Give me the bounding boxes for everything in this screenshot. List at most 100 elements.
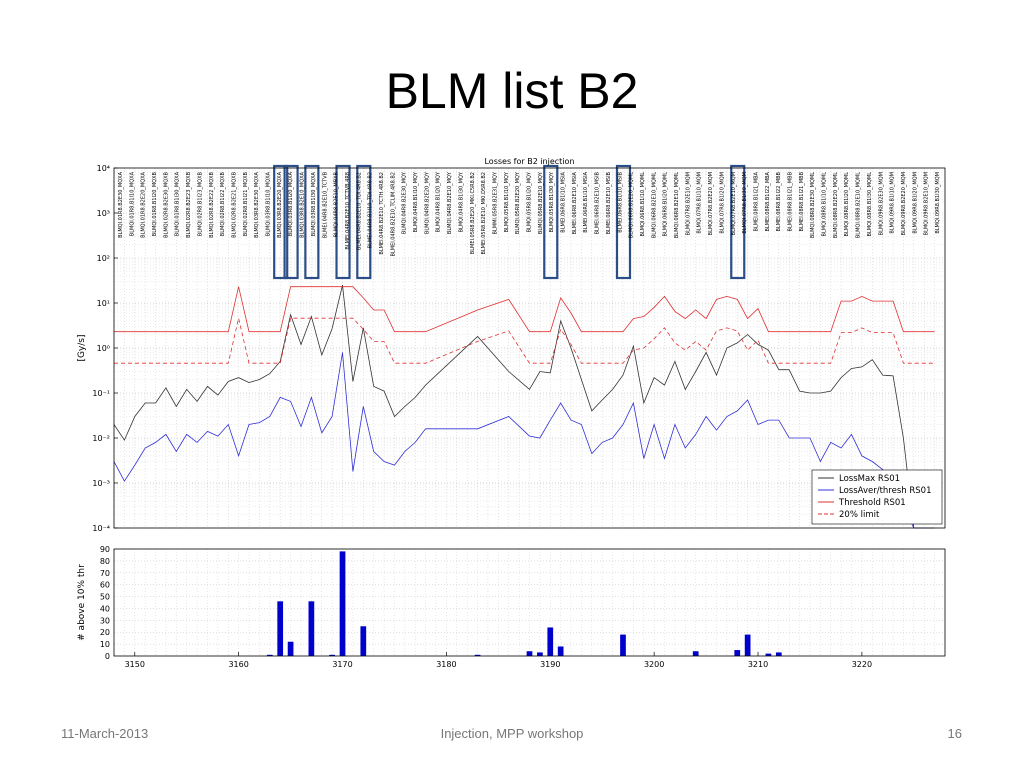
monitor-label: BLMQI.06R8.B2E20_MQML bbox=[629, 172, 635, 238]
monitor-label: BLMEI.06R8.B1I10_MSIA bbox=[583, 171, 589, 232]
monitor-label: BLMEI.04R8.B1I10_TDI.4R8.B2 bbox=[368, 172, 374, 248]
bar-plot-frame bbox=[113, 548, 946, 657]
monitor-label: BLMEI.08R8.B1I21_MBB bbox=[799, 171, 805, 231]
monitor-label: BLMEI.08R8.B1I22_MBA bbox=[765, 171, 771, 231]
page-number: 16 bbox=[947, 726, 962, 741]
bar bbox=[308, 601, 315, 656]
bar-y-tick-label: 0 bbox=[105, 652, 110, 661]
bar-y-tick-label: 10 bbox=[100, 640, 110, 649]
monitor-label: BLMQI.02R8.B2E30_MQXB bbox=[163, 171, 169, 237]
monitor-label: BLMQI.03R8.B1I20_MQXA bbox=[288, 171, 294, 236]
footer-date: 11-March-2013 bbox=[61, 726, 149, 741]
bar bbox=[526, 651, 533, 656]
monitor-label: BLMQI.04R8.B2E10_MBXB bbox=[334, 171, 340, 237]
monitor-label: BLMQI.04R8.B2E20_MQY bbox=[424, 171, 430, 234]
monitor-label: BLMQI.08R8.B2E30_MQML bbox=[810, 172, 816, 238]
slide-title: BLM list B2 bbox=[385, 63, 639, 119]
monitor-label: BLMQI.09R8.B2E10_MQM bbox=[924, 172, 930, 235]
monitor-label: BLMQI.04R8.B1I20_MQY bbox=[436, 171, 442, 232]
bar bbox=[775, 652, 782, 656]
monitor-label: BLMQI.07R8.B2E10_MQM bbox=[731, 172, 737, 235]
bar-x-tick-label: 3200 bbox=[644, 660, 664, 669]
legend-label: 20% limit bbox=[839, 510, 880, 520]
loss-y-tick-label: 10¹ bbox=[97, 299, 110, 308]
monitor-label: BLMQI.08R8.B1I10_MQML bbox=[822, 172, 828, 237]
loss-y-tick-label: 10³ bbox=[97, 209, 110, 218]
monitor-label: BLMQI.09R8.B1I10_MQM bbox=[890, 172, 896, 234]
monitor-label: BLMQI.01R8.B2E20_MQXA bbox=[141, 171, 147, 237]
bar-x-tick-label: 3160 bbox=[228, 660, 248, 669]
monitor-label: BLMQI.09R8.B2E20_MQM bbox=[901, 172, 907, 235]
loss-chart-title: Losses for B2 injection bbox=[484, 157, 574, 166]
loss-y-tick-label: 10⁻⁴ bbox=[92, 524, 110, 533]
bar-x-tick-label: 3170 bbox=[332, 660, 352, 669]
bar-y-tick-label: 40 bbox=[100, 604, 110, 613]
loss-y-tick-label: 10⁻² bbox=[92, 434, 110, 443]
series-line-1 bbox=[113, 352, 935, 529]
legend-label: LossAver/thresh RS01 bbox=[839, 486, 931, 496]
monitor-label: BLMEI.06R8.B2E10_MSIB bbox=[606, 171, 612, 234]
bar bbox=[474, 654, 481, 656]
loss-y-tick-label: 10⁰ bbox=[97, 344, 110, 353]
legend-label: Threshold RS01 bbox=[838, 498, 906, 508]
monitor-label: BLMQI.03R8.B2E20_MQXA bbox=[277, 171, 283, 237]
bar-plot-area bbox=[114, 549, 945, 656]
monitor-label: BLMQI.08R8.B2E10_MQML bbox=[856, 172, 862, 238]
monitor-label: BLMQI.01R8.B1I20_MQXB bbox=[152, 171, 158, 236]
bar bbox=[734, 650, 741, 656]
loss-plot-frame bbox=[113, 167, 946, 529]
monitor-label: BLMQI.03R8.B1I30_MQXA bbox=[311, 171, 317, 236]
highlight-box bbox=[283, 164, 299, 280]
bar bbox=[744, 634, 751, 656]
monitor-label: BLMQI.01R8.B2E30_MQXA bbox=[118, 171, 124, 237]
highlight-box bbox=[273, 164, 289, 280]
monitor-label: BLMQI.09R8.B1I20_MQM bbox=[912, 172, 918, 234]
bar-x-tick-label: 3210 bbox=[748, 660, 768, 669]
loss-y-tick-label: 10⁻¹ bbox=[92, 389, 110, 398]
bar-x-tick-label: 3180 bbox=[436, 660, 456, 669]
bar bbox=[360, 626, 367, 656]
monitor-label: BLMEI.08R8.B1I21_MBB bbox=[787, 171, 793, 231]
monitor-label: BLMQI.07R8.B1I10_MQM bbox=[697, 172, 703, 234]
monitor-label: BLMQI.04R8.B1I10_MQY bbox=[413, 171, 419, 232]
bar bbox=[277, 601, 284, 656]
bar-x-tick-label: 3150 bbox=[125, 660, 145, 669]
monitor-label: BLMEI.04R8.B2E10_TCTVB.4R8 bbox=[345, 172, 351, 250]
bar-x-tick-label: 3190 bbox=[540, 660, 560, 669]
monitor-label: BLMQI.01R8.B1I10_MQXA bbox=[129, 171, 135, 236]
monitor-label: BLMQI.03R8.B2E30_MQXA bbox=[254, 171, 260, 237]
footer-center: Injection, MPP workshop bbox=[440, 726, 584, 741]
monitor-label: BLMQI.02R8.B1I21_MQXB bbox=[243, 171, 249, 236]
monitor-label: BLMEI.05R8.B2E10_MKI.D5R8.B2 bbox=[481, 172, 487, 255]
monitor-label: BLMEI.04R8.B2E10_TCTH.4R8.B2 bbox=[379, 172, 385, 255]
monitor-label: BLMQI.06R8.B2E10_MQML bbox=[651, 172, 657, 238]
monitor-label: BLMQI.06R8.B1I10_MQML bbox=[640, 172, 646, 237]
series-line-3 bbox=[114, 317, 935, 364]
monitor-label: BLMEI.06R8.B2E10_MSIA bbox=[572, 171, 578, 234]
monitor-label: BLMQI.04R8.B2E30_MQY bbox=[402, 171, 408, 234]
bar bbox=[692, 651, 699, 656]
bar-y-tick-label: 80 bbox=[100, 557, 110, 566]
monitor-label: BLMEI.06R8.B2E10_MSIB bbox=[595, 171, 601, 234]
monitor-label: BLMQI.07R8.B1I30_MQM bbox=[742, 172, 748, 234]
loss-y-tick-label: 10² bbox=[97, 254, 110, 263]
monitor-label: BLMQI.03R8.B2E10_MQXA bbox=[300, 171, 306, 237]
monitor-label: BLMQI.07R8.B2E20_MQM bbox=[708, 172, 714, 235]
monitor-label: BLMQI.07R8.B2E10_MQM bbox=[685, 172, 691, 235]
bar bbox=[537, 652, 543, 656]
monitor-label: BLMQI.02R8.B2E21_MQXB bbox=[231, 171, 237, 237]
bar bbox=[339, 551, 346, 656]
series-line-2 bbox=[114, 286, 935, 333]
monitor-label: BLMMI.05R8.B2E31_MQY bbox=[492, 171, 498, 234]
monitor-label: BLMQI.04R8.B1I30_MQY bbox=[458, 171, 464, 232]
highlight-box bbox=[335, 164, 351, 280]
monitor-label: BLMQI.05R8.B2E10_MQY bbox=[538, 171, 544, 234]
bar-x-tick-label: 3220 bbox=[852, 660, 872, 669]
monitor-label: BLMEI.08R8.B1I22_MBB bbox=[776, 171, 782, 231]
bar bbox=[329, 654, 335, 656]
bar-y-tick-label: 30 bbox=[100, 616, 110, 625]
bar-y-tick-label: 20 bbox=[100, 628, 110, 637]
legend-label: LossMax RS01 bbox=[839, 474, 900, 484]
monitor-label: BLMQI.03R8.B1I10_MQXA bbox=[266, 171, 272, 236]
